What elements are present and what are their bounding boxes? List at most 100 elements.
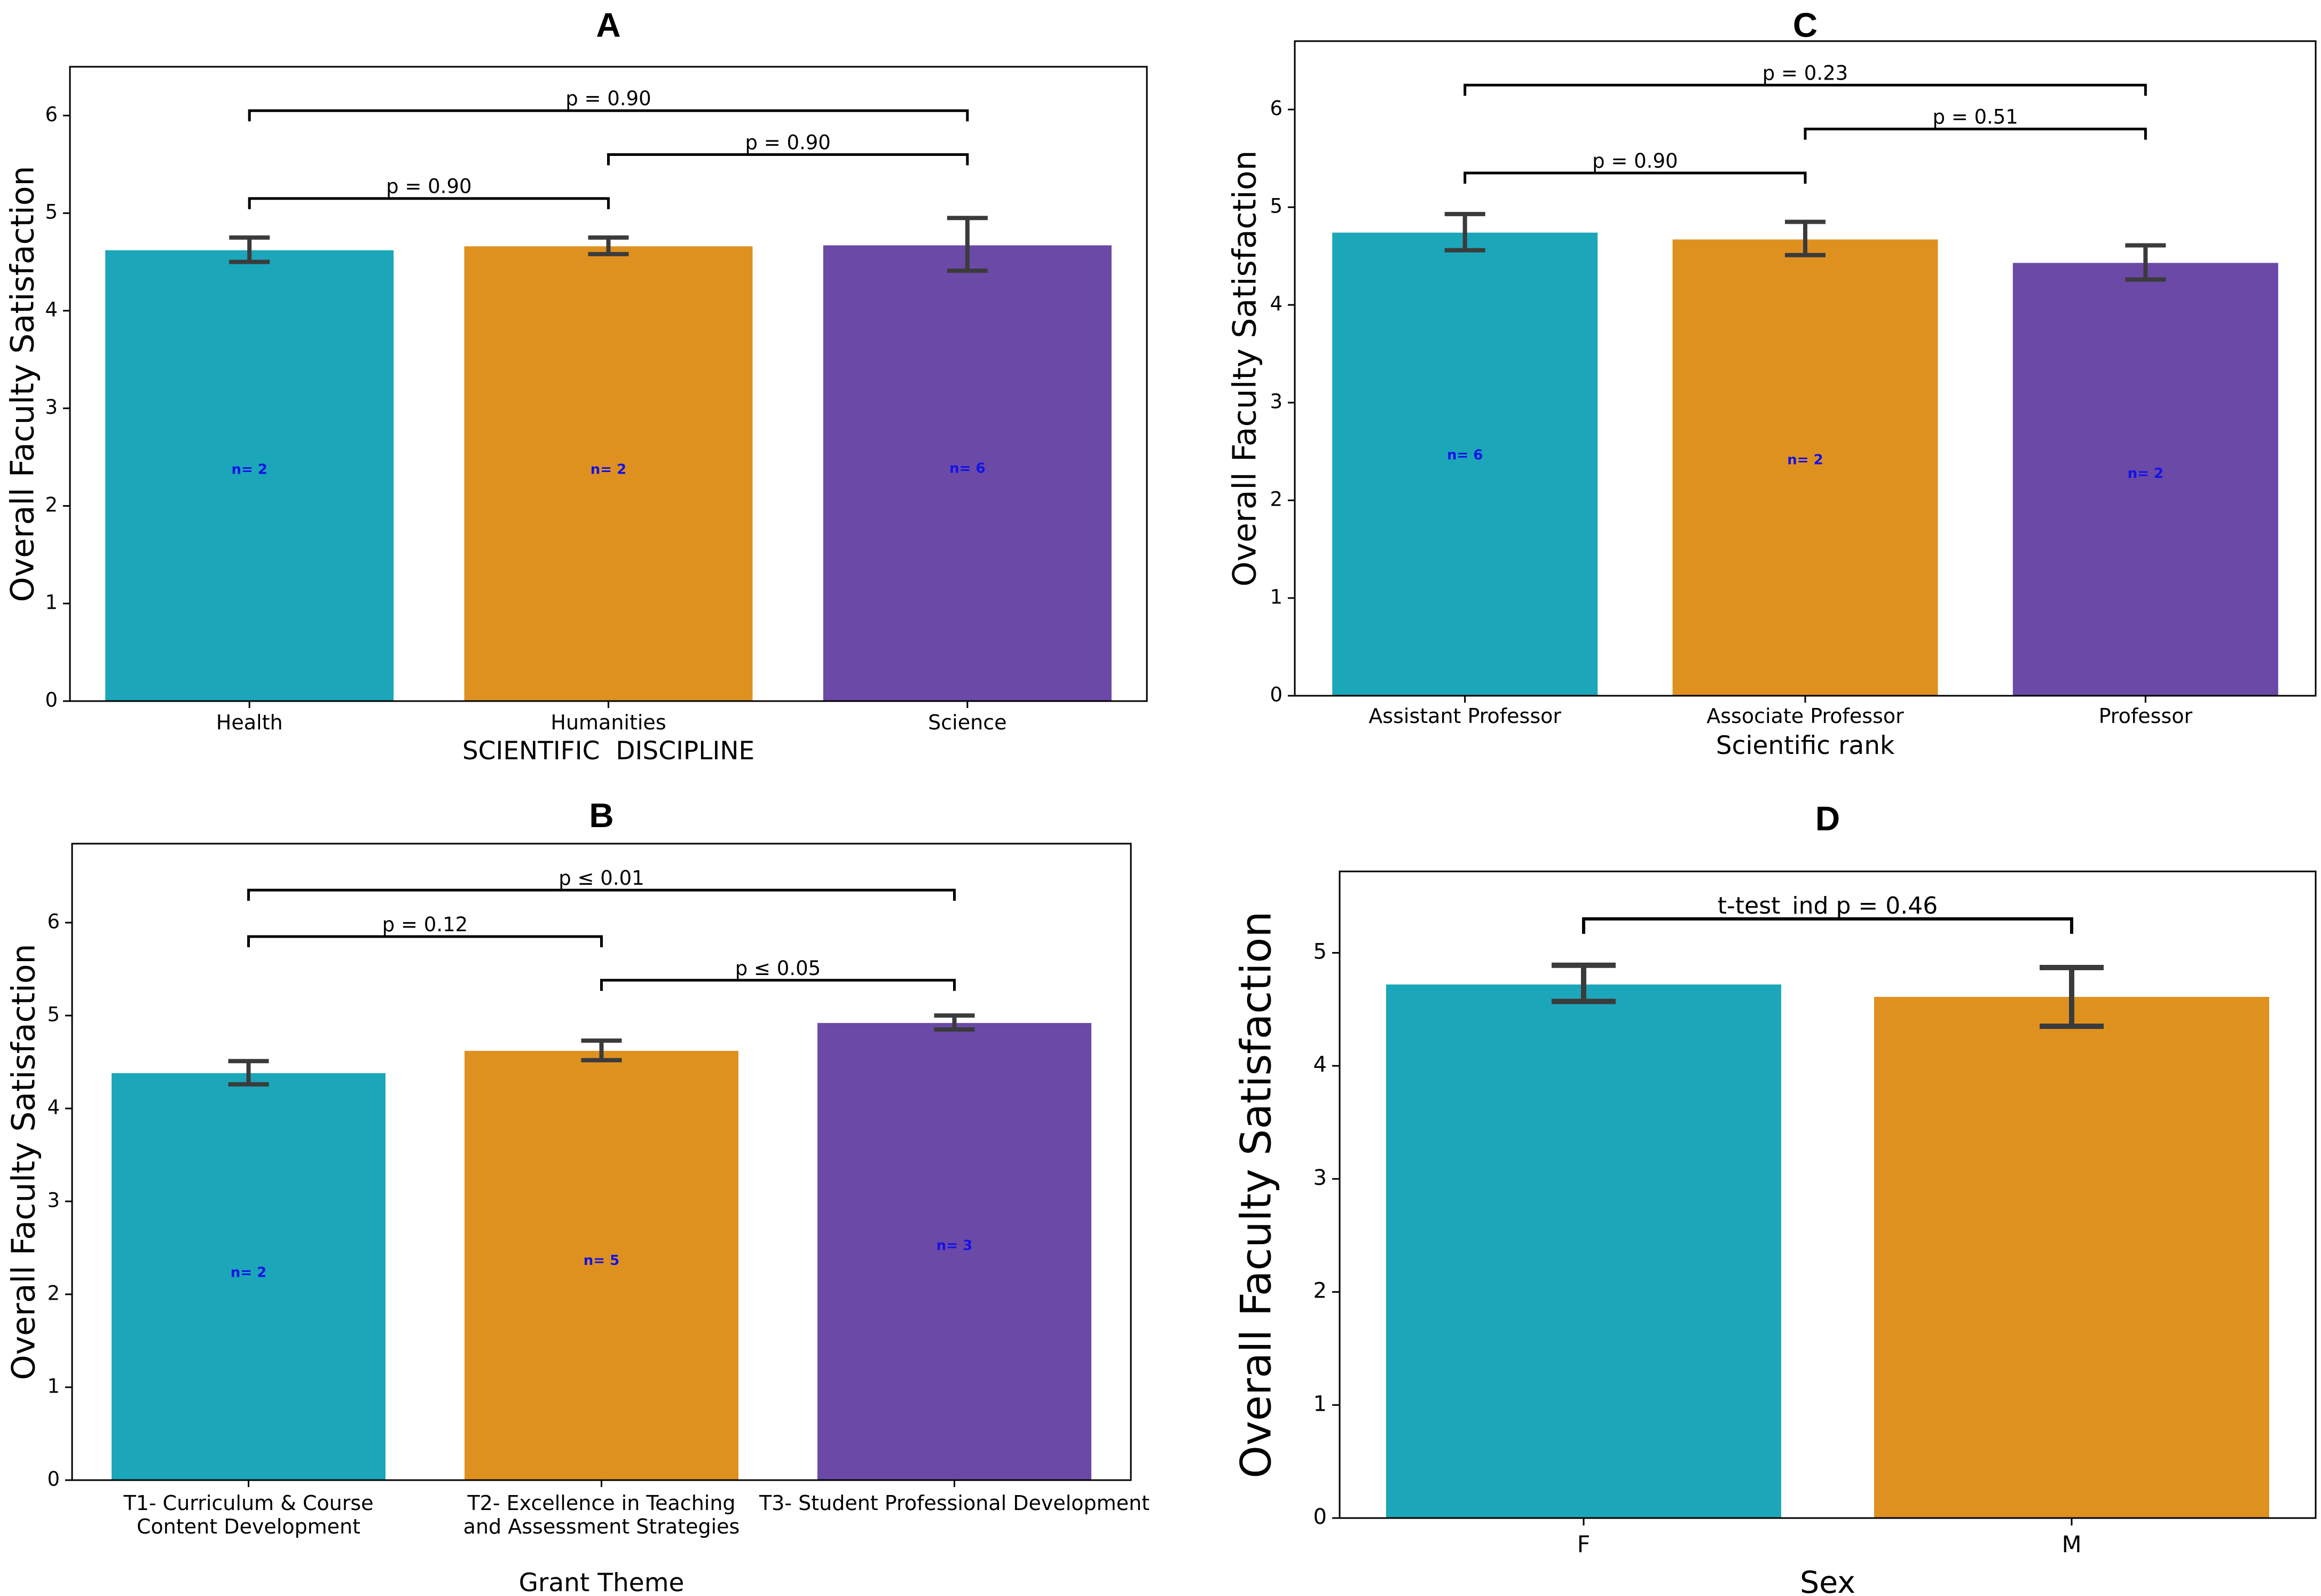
error-bar xyxy=(228,1059,269,1087)
x-tick-label: Health xyxy=(216,711,283,734)
bar xyxy=(817,1023,1091,1480)
bar xyxy=(2012,263,2278,696)
y-tick-label: 3 xyxy=(45,396,58,419)
y-tick-label: 6 xyxy=(1270,97,1283,120)
y-tick-label: 5 xyxy=(45,201,58,224)
significance-bracket xyxy=(248,197,610,209)
y-tick-label: 0 xyxy=(1313,1505,1327,1529)
y-tick-label: 0 xyxy=(45,689,58,712)
y-tick-label: 1 xyxy=(45,591,58,614)
n-label: n= 3 xyxy=(937,1238,972,1254)
bar xyxy=(1332,232,1598,696)
p-value-label: p = 0.90 xyxy=(386,175,471,198)
y-axis-label: Overall Faculty Satisfaction xyxy=(1226,150,1264,586)
bar xyxy=(105,250,394,701)
y-tick-label: 3 xyxy=(1313,1166,1327,1190)
significance-bracket xyxy=(247,935,603,948)
significance-bracket xyxy=(248,109,969,122)
y-tick-label: 2 xyxy=(1270,488,1283,511)
y-tick-label: 2 xyxy=(45,493,58,516)
n-label: n= 2 xyxy=(2128,466,2163,482)
n-label: n= 6 xyxy=(949,461,985,477)
p-value-label: p = 0.12 xyxy=(382,913,468,936)
y-tick-label: 5 xyxy=(47,1003,60,1026)
y-tick-label: 2 xyxy=(1313,1279,1327,1303)
y-axis-label: Overall Faculty Satisfaction xyxy=(5,944,43,1380)
y-tick-label: 0 xyxy=(1270,683,1283,706)
p-value-label: p = 0.90 xyxy=(745,131,830,154)
x-axis-label: Sex xyxy=(1800,1565,1855,1596)
panel-title: B xyxy=(589,796,613,835)
panel-title: D xyxy=(1815,799,1840,838)
y-tick-label: 4 xyxy=(47,1096,60,1119)
significance-bracket xyxy=(607,153,969,166)
significance-bracket xyxy=(1804,128,2147,140)
n-label: n= 2 xyxy=(231,1264,266,1280)
p-value-label: p ≤ 0.05 xyxy=(735,957,821,980)
y-tick-label: 1 xyxy=(1313,1391,1327,1416)
x-axis-label: Scientific rank xyxy=(1716,731,1895,760)
x-tick-label: Associate Professor xyxy=(1706,704,1904,728)
x-tick-label: T2- Excellence in Teaching and Assessment… xyxy=(463,1491,740,1538)
significance-bracket xyxy=(600,979,956,991)
y-axis-label: Overall Faculty Satisfaction xyxy=(1232,911,1280,1478)
error-bar xyxy=(588,235,629,256)
bar xyxy=(1874,997,2269,1518)
chart-panel-c: Cn= 6 n= 2 n= 2 p = 0.90 p = 0.51 p = 0.23 0 1 2… xyxy=(1226,6,2317,760)
x-tick-label: Assistant Professor xyxy=(1368,704,1561,728)
panel-title: A xyxy=(596,6,620,44)
bar xyxy=(112,1073,385,1480)
n-label: n= 6 xyxy=(1447,447,1483,463)
x-tick-label: T1- Curriculum & Course Content Developme… xyxy=(123,1491,373,1538)
n-label: n= 2 xyxy=(1787,452,1823,468)
bar xyxy=(465,1051,738,1480)
y-tick-label: 4 xyxy=(1270,293,1283,316)
error-bar xyxy=(2125,243,2166,282)
error-bar xyxy=(934,1013,975,1032)
y-tick-label: 1 xyxy=(47,1374,60,1397)
error-bar xyxy=(1444,211,1485,253)
bar xyxy=(1672,239,1938,696)
y-tick-label: 3 xyxy=(1270,390,1283,413)
bar xyxy=(1386,984,1781,1518)
significance-bracket xyxy=(1582,917,2073,934)
y-tick-label: 3 xyxy=(47,1189,60,1212)
x-tick-label: T3- Student Professional Development xyxy=(759,1491,1150,1515)
p-value-label: p = 0.90 xyxy=(565,87,651,110)
bar xyxy=(464,246,753,701)
y-axis-label: Overall Faculty Satisfaction xyxy=(4,166,42,602)
p-value-label: p = 0.90 xyxy=(1592,150,1678,172)
y-tick-label: 1 xyxy=(1270,586,1283,609)
x-axis-label: SCIENTIFIC DISCIPLINE xyxy=(462,736,754,766)
chart-panel-b: Bn= 2 n= 5 n= 3 p = 0.12 p ≤ 0.05 p ≤ 0.01 0 1 2… xyxy=(5,796,1150,1596)
significance-bracket xyxy=(1464,171,1807,184)
x-tick-label: Humanities xyxy=(550,711,666,734)
y-tick-label: 5 xyxy=(1313,939,1327,964)
x-tick-label: Professor xyxy=(2099,704,2193,728)
error-bar xyxy=(1552,962,1616,1004)
x-tick-label: M xyxy=(2062,1531,2081,1558)
x-axis-label: Grant Theme xyxy=(519,1568,685,1596)
n-label: n= 2 xyxy=(591,461,626,477)
chart-panel-a: An= 2 n= 2 n= 6 p = 0.90 p = 0.90 p = 0.90 0 1 2… xyxy=(4,6,1148,766)
y-tick-label: 6 xyxy=(47,910,60,933)
n-label: n= 5 xyxy=(584,1253,619,1269)
y-tick-label: 4 xyxy=(1313,1052,1327,1077)
panel-title: C xyxy=(1793,6,1818,44)
error-bar xyxy=(2040,964,2104,1029)
bar xyxy=(823,245,1112,702)
error-bar xyxy=(1785,219,1826,257)
y-tick-label: 4 xyxy=(45,298,58,321)
p-value-label: p = 0.23 xyxy=(1763,61,1848,84)
p-value-label: p = 0.51 xyxy=(1932,106,2018,129)
error-bar xyxy=(229,235,270,264)
n-label: n= 2 xyxy=(231,461,267,477)
y-tick-label: 5 xyxy=(1270,195,1283,218)
axes-frame xyxy=(1339,870,2317,1519)
p-value-label: t-test_ind p = 0.46 xyxy=(1718,892,1938,919)
y-tick-label: 6 xyxy=(45,103,58,126)
significance-bracket xyxy=(247,889,956,901)
error-bar xyxy=(581,1038,622,1063)
significance-bracket xyxy=(1464,83,2147,96)
